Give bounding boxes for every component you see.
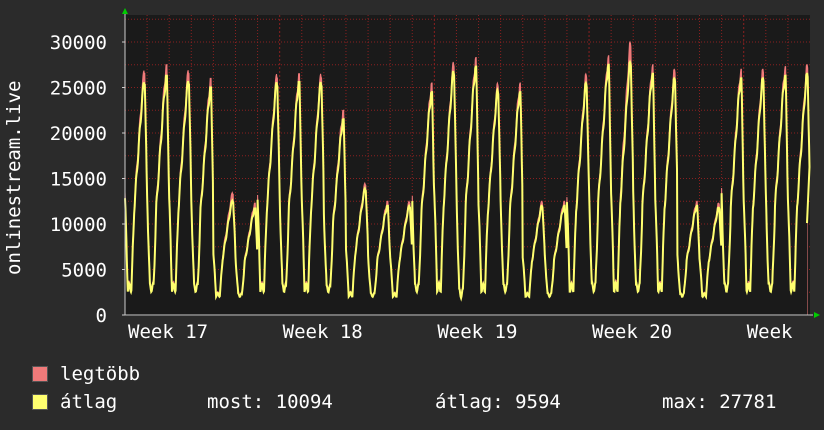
x-axis-arrow-icon (814, 312, 820, 318)
max-swatch-icon (32, 366, 48, 382)
legend-label-avg: átlag (60, 391, 118, 413)
axis-layer (122, 8, 820, 318)
x-tick-label: Week 17 (128, 321, 208, 343)
x-tick-label: Week 18 (283, 321, 363, 343)
chart-svg: 0 5000 10000 15000 20000 25000 30000 Week 17 Wee… (3, 8, 820, 343)
label-layer: 0 5000 10000 15000 20000 25000 30000 Week 17 Wee… (50, 32, 793, 343)
series-avg-line (124, 59, 811, 302)
series-layer (124, 40, 811, 316)
legend-item-avg: átlag (32, 391, 117, 413)
y-tick-label: 15000 (50, 169, 107, 191)
y-tick-label: 20000 (50, 123, 107, 145)
y-tick-label: 0 (96, 305, 107, 327)
y-tick-label: 30000 (50, 32, 107, 54)
y-tick-label: 5000 (61, 260, 107, 282)
x-tick-label: Week 19 (437, 321, 517, 343)
stat-avg: átlag: 9594 (435, 391, 561, 413)
y-tick-label: 25000 (50, 78, 107, 100)
legend-label-max: legtöbb (60, 363, 141, 385)
legend-item-max: legtöbb (32, 363, 140, 385)
stat-now: most: 10094 (207, 391, 333, 413)
y-axis-arrow-icon (122, 8, 128, 14)
y-axis-label: onlinestream.live (3, 81, 25, 275)
stat-max: max: 27781 (662, 391, 777, 413)
y-tick-label: 10000 (50, 214, 107, 236)
x-tick-label: Week (747, 321, 793, 343)
x-tick-label: Week 20 (592, 321, 672, 343)
avg-swatch-icon (32, 394, 48, 410)
